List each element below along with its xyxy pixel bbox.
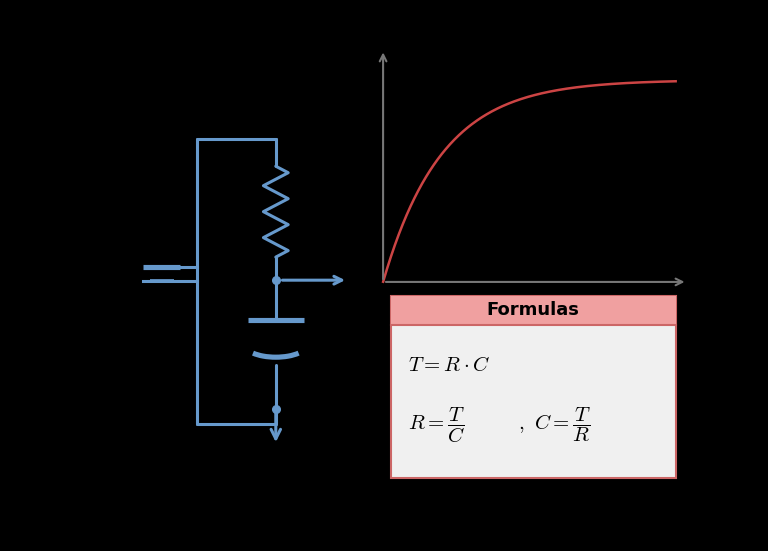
Bar — [390, 295, 676, 325]
Bar — [390, 295, 676, 478]
Text: Formulas: Formulas — [487, 301, 580, 319]
Text: $T = R \cdot C$: $T = R \cdot C$ — [408, 355, 490, 375]
Text: $,\;$: $,\;$ — [518, 415, 525, 435]
Text: $R = \dfrac{T}{C}$: $R = \dfrac{T}{C}$ — [408, 405, 465, 445]
Text: $C = \dfrac{T}{R}$: $C = \dfrac{T}{R}$ — [534, 406, 591, 444]
